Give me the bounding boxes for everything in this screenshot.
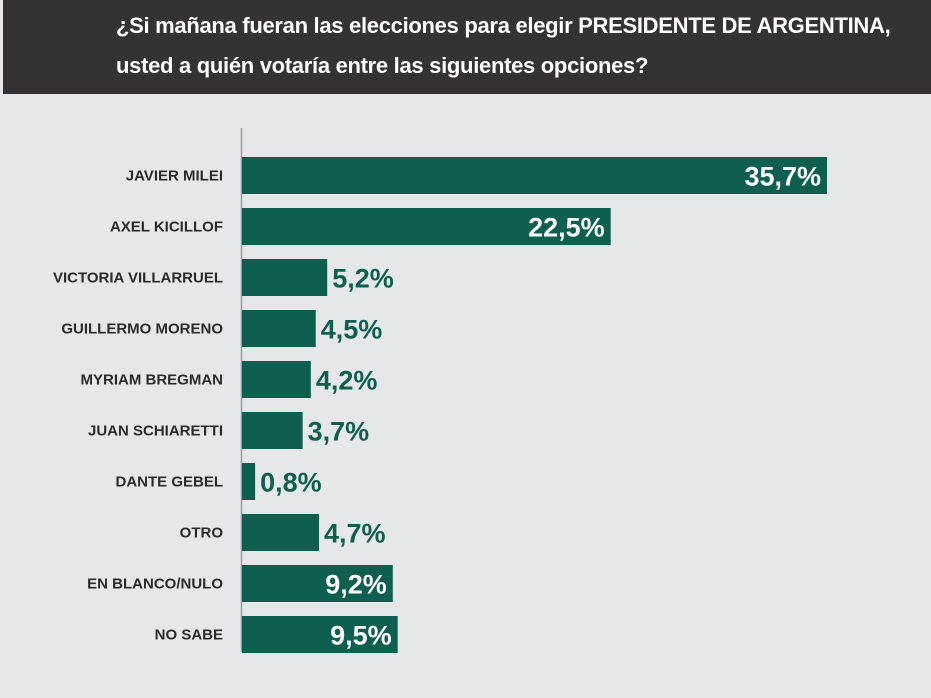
category-label: EN BLANCO/NULO (87, 576, 223, 593)
bar (242, 208, 611, 245)
bar (242, 514, 320, 551)
category-label: VICTORIA VILLARRUEL (53, 270, 223, 287)
category-label: DANTE GEBEL (115, 474, 223, 491)
value-label: 9,2% (325, 570, 387, 600)
bar (242, 616, 398, 653)
category-label: MYRIAM BREGMAN (81, 372, 224, 389)
value-label: 3,7% (308, 417, 370, 447)
value-label: 5,2% (332, 264, 394, 294)
category-label: JAVIER MILEI (126, 168, 223, 185)
bar (242, 259, 328, 296)
value-label: 0,8% (260, 468, 322, 498)
bar (242, 463, 256, 500)
category-label: JUAN SCHIARETTI (88, 423, 223, 440)
value-label: 22,5% (528, 213, 605, 243)
value-label: 4,7% (324, 519, 386, 549)
category-label: OTRO (180, 525, 224, 542)
bar (242, 157, 827, 194)
value-label: 4,5% (321, 315, 383, 345)
category-label: NO SABE (155, 627, 223, 644)
bar (242, 310, 316, 347)
category-label: AXEL KICILLOF (110, 219, 223, 236)
value-label: 4,2% (316, 366, 378, 396)
title-banner: ¿Si mañana fueran las elecciones para el… (3, 0, 931, 94)
category-label: GUILLERMO MORENO (61, 321, 223, 338)
chart-title: ¿Si mañana fueran las elecciones para el… (116, 13, 891, 78)
bar (242, 361, 311, 398)
bar (242, 412, 303, 449)
value-label: 9,5% (330, 621, 392, 651)
value-label: 35,7% (744, 162, 821, 192)
bar (242, 565, 393, 602)
